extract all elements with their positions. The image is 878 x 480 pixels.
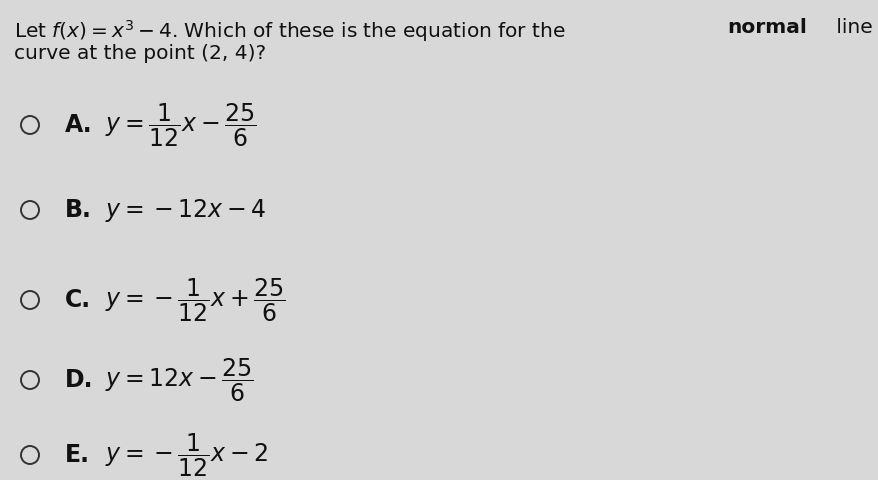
- Text: B.: B.: [65, 198, 92, 222]
- Text: $y = 12x - \dfrac{25}{6}$: $y = 12x - \dfrac{25}{6}$: [104, 356, 254, 404]
- Text: normal: normal: [726, 18, 806, 37]
- Text: $y = -12x - 4$: $y = -12x - 4$: [104, 196, 266, 224]
- Text: D.: D.: [65, 368, 93, 392]
- Text: line to this: line to this: [829, 18, 878, 37]
- Text: $y = -\dfrac{1}{12}x - 2$: $y = -\dfrac{1}{12}x - 2$: [104, 432, 268, 479]
- Text: A.: A.: [65, 113, 92, 137]
- Text: $y = -\dfrac{1}{12}x + \dfrac{25}{6}$: $y = -\dfrac{1}{12}x + \dfrac{25}{6}$: [104, 276, 285, 324]
- Text: curve at the point (2, 4)?: curve at the point (2, 4)?: [14, 44, 266, 63]
- Text: E.: E.: [65, 443, 90, 467]
- Text: $y = \dfrac{1}{12}x - \dfrac{25}{6}$: $y = \dfrac{1}{12}x - \dfrac{25}{6}$: [104, 101, 256, 149]
- Text: C.: C.: [65, 288, 91, 312]
- Text: Let $f(x) = x^3 - 4$. Which of these is the equation for the: Let $f(x) = x^3 - 4$. Which of these is …: [14, 18, 566, 44]
